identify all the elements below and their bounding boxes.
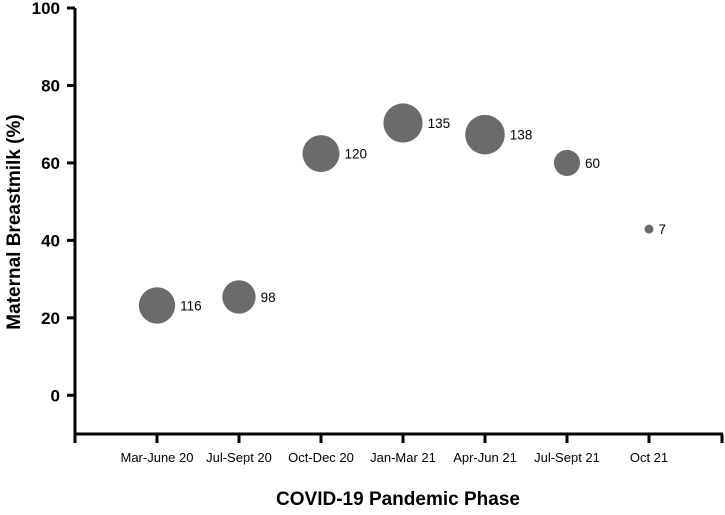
bubble-size-label: 98 xyxy=(261,290,276,305)
x-tick-label: Jul-Sept 21 xyxy=(534,450,600,465)
x-tick-label: Mar-June 20 xyxy=(121,450,194,465)
y-tick-label: 60 xyxy=(41,154,60,173)
bubble-size-label: 7 xyxy=(658,222,666,237)
x-tick-label: Oct-Dec 20 xyxy=(288,450,354,465)
y-tick-label: 0 xyxy=(51,386,60,405)
x-tick-label: Jan-Mar 21 xyxy=(370,450,436,465)
bubble-size-label: 120 xyxy=(344,147,367,162)
data-bubble xyxy=(465,114,505,155)
bubble-size-label: 60 xyxy=(585,156,600,171)
y-tick-label: 40 xyxy=(41,231,60,250)
data-bubble xyxy=(553,149,581,176)
data-bubble xyxy=(302,135,340,173)
x-tick-label: Jul-Sept 20 xyxy=(206,450,272,465)
bubble-size-label: 135 xyxy=(428,116,451,131)
x-tick-label: Oct 21 xyxy=(630,450,668,465)
axes-layer: 0 20 40 60 80 100 Mar-June 20 Jul-Sept 20 Oct-De… xyxy=(32,0,724,465)
data-bubble xyxy=(222,280,256,314)
bubble-size-label: 116 xyxy=(180,298,202,313)
x-tick-label: Apr-Jun 21 xyxy=(453,450,517,465)
y-tick-label: 80 xyxy=(41,76,60,95)
data-bubble xyxy=(383,103,423,143)
y-tick-label: 100 xyxy=(32,0,60,18)
marks-layer: 116 98 120 135 138 60 7 xyxy=(138,103,666,324)
x-axis-title: COVID-19 Pandemic Phase xyxy=(276,489,520,510)
y-tick-label: 20 xyxy=(41,309,60,328)
data-bubble xyxy=(644,224,654,234)
data-bubble xyxy=(138,287,176,324)
y-axis-title: Maternal Breastmilk (%) xyxy=(4,114,25,329)
bubble-size-label: 138 xyxy=(510,128,533,143)
